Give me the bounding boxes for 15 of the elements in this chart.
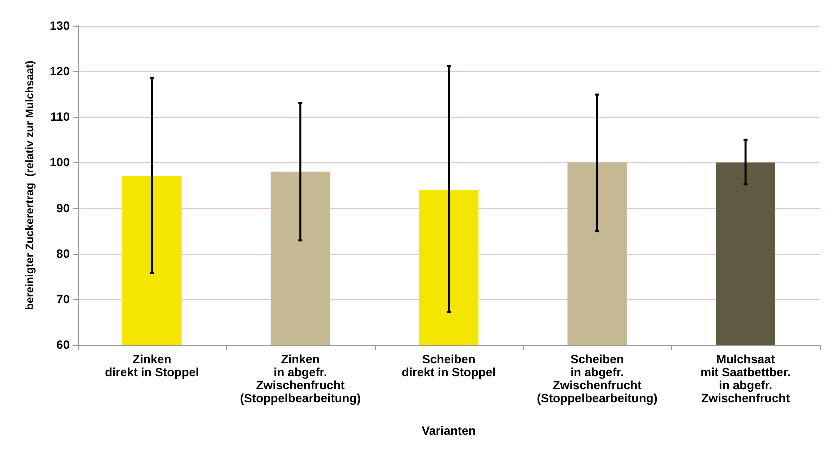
y-tick-label: 120 [50,64,70,79]
y-tick-label: 70 [56,292,70,306]
y-tick-label: 110 [50,110,70,124]
x-tick-label: Zinken in abgefr. Zwischenfrucht (Stoppelbearbeitung) [240,352,361,406]
y-tick-label: 100 [50,156,70,170]
y-tick-label: 130 [50,19,70,33]
x-tick-label: Zinken direkt in Stoppel [105,352,200,380]
y-tick-label: 80 [56,246,70,261]
x-tick-label: Mulchsaat mit Saatbettber. in abgefr. Zwischenfrucht [700,352,791,406]
x-tick-label: Scheiben direkt in Stoppel [402,352,496,380]
x-tick-label: Scheiben in abgefr. Zwischenfrucht (Stoppelbearbeitung) [537,352,658,406]
y-tick-label: 60 [56,338,70,352]
y-tick-label: 90 [56,201,70,216]
y-axis-title: bereinigter Zuckerertrag (relativ zur Mulchsaat) [24,60,36,310]
x-axis-title: Varianten [422,424,476,438]
